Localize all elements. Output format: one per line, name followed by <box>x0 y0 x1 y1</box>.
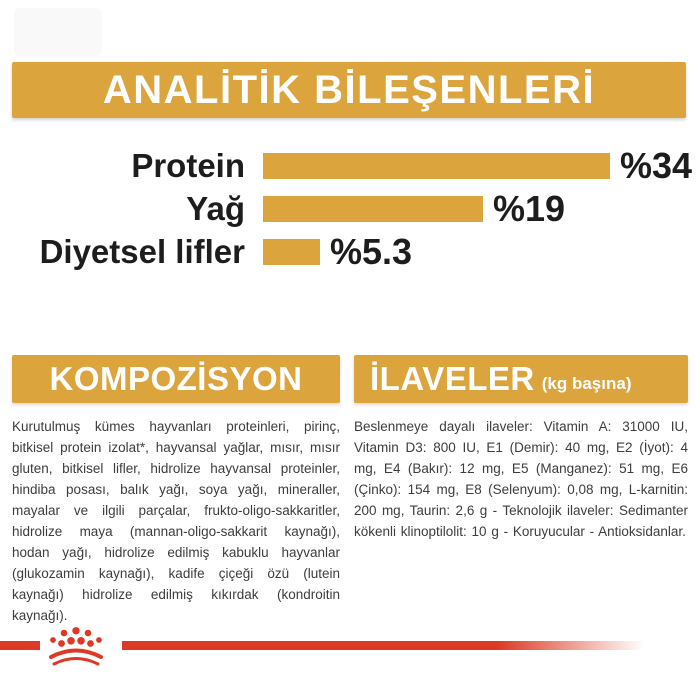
ghost-watermark <box>14 8 102 56</box>
composition-section: KOMPOZİSYON Kurutulmuş kümes hayvanları … <box>12 355 340 640</box>
nutrition-bar-chart: Protein %34 Yağ %19 Diyetsel lifler %5.3 <box>0 144 700 273</box>
additives-title: İLAVELER <box>370 360 535 397</box>
composition-body-text: Kurutulmuş kümes hayvanları proteinleri,… <box>12 419 340 624</box>
additives-body-text: Beslenmeye dayalı ilaveler: Vitamin A: 3… <box>354 419 688 540</box>
additives-header-banner: İLAVELER (kg başına) <box>354 355 688 403</box>
chart-row-fat: Yağ %19 <box>0 187 700 230</box>
bar-value-fat: %19 <box>493 187 566 229</box>
composition-title: KOMPOZİSYON <box>49 360 303 397</box>
composition-header-banner: KOMPOZİSYON <box>12 355 340 403</box>
additives-subtitle: (kg başına) <box>541 374 632 393</box>
bar-value-dietary-fibre: %5.3 <box>330 230 413 272</box>
royal-canin-crown-icon <box>49 627 103 666</box>
additives-section: İLAVELER (kg başına) Beslenmeye dayalı i… <box>354 355 688 556</box>
chart-row-dietary-fibre: Diyetsel lifler %5.3 <box>0 230 700 273</box>
bar-value-protein: %34 <box>620 144 693 186</box>
chart-row-protein: Protein %34 <box>0 144 700 187</box>
bar-label-protein: Protein <box>131 146 245 184</box>
brand-rule-right <box>122 641 644 650</box>
brand-rule-left <box>0 641 40 650</box>
bar-fat <box>263 195 483 222</box>
page-title: ANALİTİK BİLEŞENLERİ <box>102 67 596 112</box>
bar-label-dietary-fibre: Diyetsel lifler <box>39 232 245 270</box>
analytical-constituents-banner: ANALİTİK BİLEŞENLERİ <box>12 62 686 118</box>
bar-dietary-fibre <box>263 238 320 265</box>
bar-protein <box>263 152 610 179</box>
bar-label-fat: Yağ <box>186 189 245 227</box>
